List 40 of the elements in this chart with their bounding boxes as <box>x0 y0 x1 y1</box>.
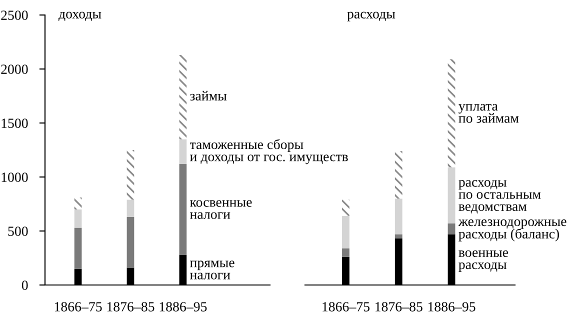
bar <box>342 200 350 216</box>
bar <box>448 223 456 234</box>
series-label: таможенные сборы и доходы от гос. имуществ <box>190 139 348 164</box>
bar <box>394 151 402 199</box>
series-label: уплата по займам <box>458 104 519 123</box>
series-label: займы <box>190 90 227 101</box>
bar <box>126 200 134 217</box>
bar <box>126 150 134 200</box>
series-label: косвенные налоги <box>190 200 252 219</box>
y-tick-label: 2000 <box>1 64 28 74</box>
bar <box>394 198 402 234</box>
x-tick-label: 1876–85 <box>376 302 422 312</box>
series-label: военные расходы <box>458 250 508 272</box>
y-tick-label: 1000 <box>2 172 28 182</box>
bar <box>179 54 187 140</box>
x-tick-label: 1866–75 <box>54 302 102 312</box>
bar <box>179 139 187 164</box>
chart-title: доходы <box>58 12 102 22</box>
bar <box>448 59 456 168</box>
x-tick-label: 1886–95 <box>428 302 476 312</box>
bar <box>74 198 82 210</box>
bar <box>74 209 82 228</box>
x-tick-label: 1886–95 <box>160 302 207 312</box>
y-tick-label: 500 <box>8 226 28 236</box>
y-tick-label: 0 <box>22 280 28 290</box>
bar <box>448 167 456 224</box>
series-label: железнодорожные расходы (баланс) <box>458 219 566 242</box>
bar <box>394 234 402 239</box>
y-tick-label: 1500 <box>2 118 28 128</box>
series-label: прямые налоги <box>190 260 234 280</box>
x-tick-label: 1866–75 <box>322 302 370 312</box>
series-label: расходы по остальным ведомствам <box>458 180 541 214</box>
bar <box>342 248 350 257</box>
x-tick-label: 1876–85 <box>107 302 154 312</box>
bar <box>342 216 350 248</box>
bar <box>179 164 187 255</box>
chart-title: расходы <box>347 12 396 22</box>
bar <box>126 216 134 268</box>
bar <box>74 228 82 269</box>
y-tick-label: 2500 <box>1 10 28 20</box>
